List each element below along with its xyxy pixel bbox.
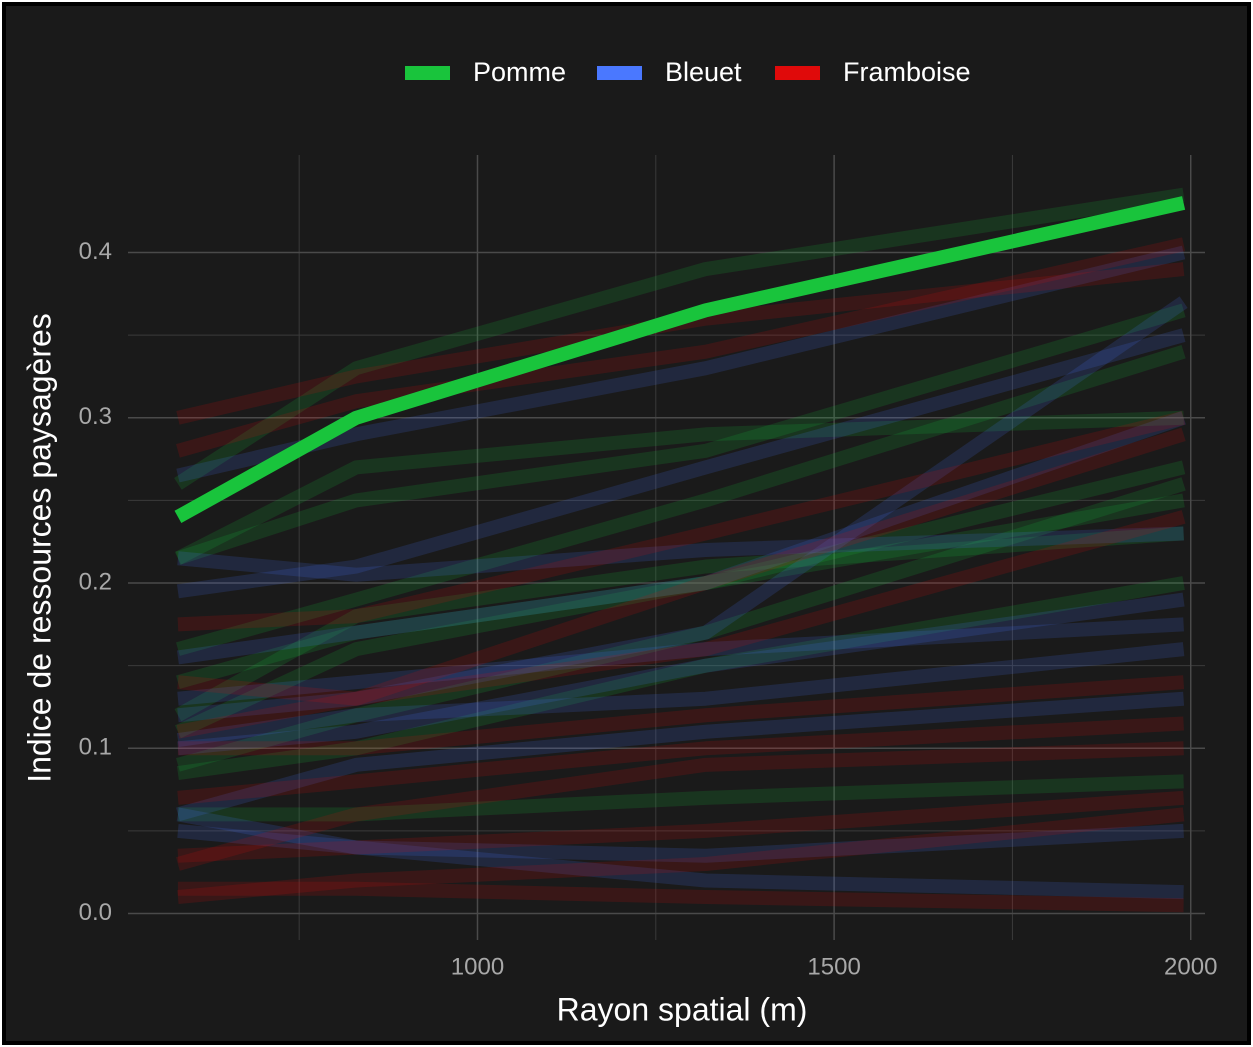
faint-line: [176, 245, 1186, 483]
faint-line: [176, 237, 1186, 458]
faint-line: [177, 617, 1184, 706]
highlight-line: [174, 196, 1186, 524]
faint-line: [176, 262, 1185, 425]
faint-line: [174, 410, 1184, 565]
faint-line: [176, 411, 1186, 665]
faint-line: [177, 592, 1185, 756]
faint-line: [177, 807, 1185, 905]
faint-line: [177, 881, 1184, 913]
faint-line: [176, 807, 1184, 900]
faint-line: [176, 642, 1185, 747]
faint-line: [177, 774, 1184, 822]
y-tick-label: 0.2: [79, 568, 112, 595]
faint-line: [177, 675, 1185, 756]
faint-line: [176, 510, 1186, 739]
y-tick-label: 0.1: [79, 734, 112, 761]
legend-key: [405, 66, 450, 80]
faint-line: [177, 716, 1184, 805]
faint-line: [177, 427, 1186, 706]
faint-line: [176, 741, 1184, 871]
x-tick-label: 2000: [1164, 953, 1217, 980]
faint-line: [174, 526, 1185, 722]
faint-line: [176, 691, 1185, 822]
y-axis-title: Indice de ressources paysagères: [21, 313, 57, 783]
faint-line: [175, 303, 1186, 565]
legend-label: Bleuet: [665, 57, 742, 87]
faint-line: [176, 477, 1186, 772]
x-tick-label: 1000: [451, 953, 504, 980]
faint-line: [174, 493, 1185, 739]
legend-key: [775, 66, 820, 80]
x-tick-label: 1500: [807, 953, 860, 980]
faint-line: [177, 823, 1184, 863]
y-tick-label: 0.0: [79, 899, 112, 926]
faint-line: [177, 296, 1188, 723]
faint-line: [176, 576, 1185, 781]
legend-label: Framboise: [843, 57, 971, 87]
faint-line: [177, 410, 1186, 632]
y-tick-label: 0.3: [79, 403, 112, 430]
y-tick-label: 0.4: [79, 238, 112, 265]
legend-label: Pomme: [473, 57, 566, 87]
x-axis-title: Rayon spatial (m): [557, 991, 808, 1027]
faint-line: [177, 790, 1185, 863]
faint-line: [176, 344, 1186, 656]
legend-key: [597, 66, 642, 80]
faint-line: [174, 187, 1185, 490]
faint-line: [176, 328, 1186, 599]
faint-line: [176, 460, 1186, 689]
faint-line: [177, 526, 1184, 582]
